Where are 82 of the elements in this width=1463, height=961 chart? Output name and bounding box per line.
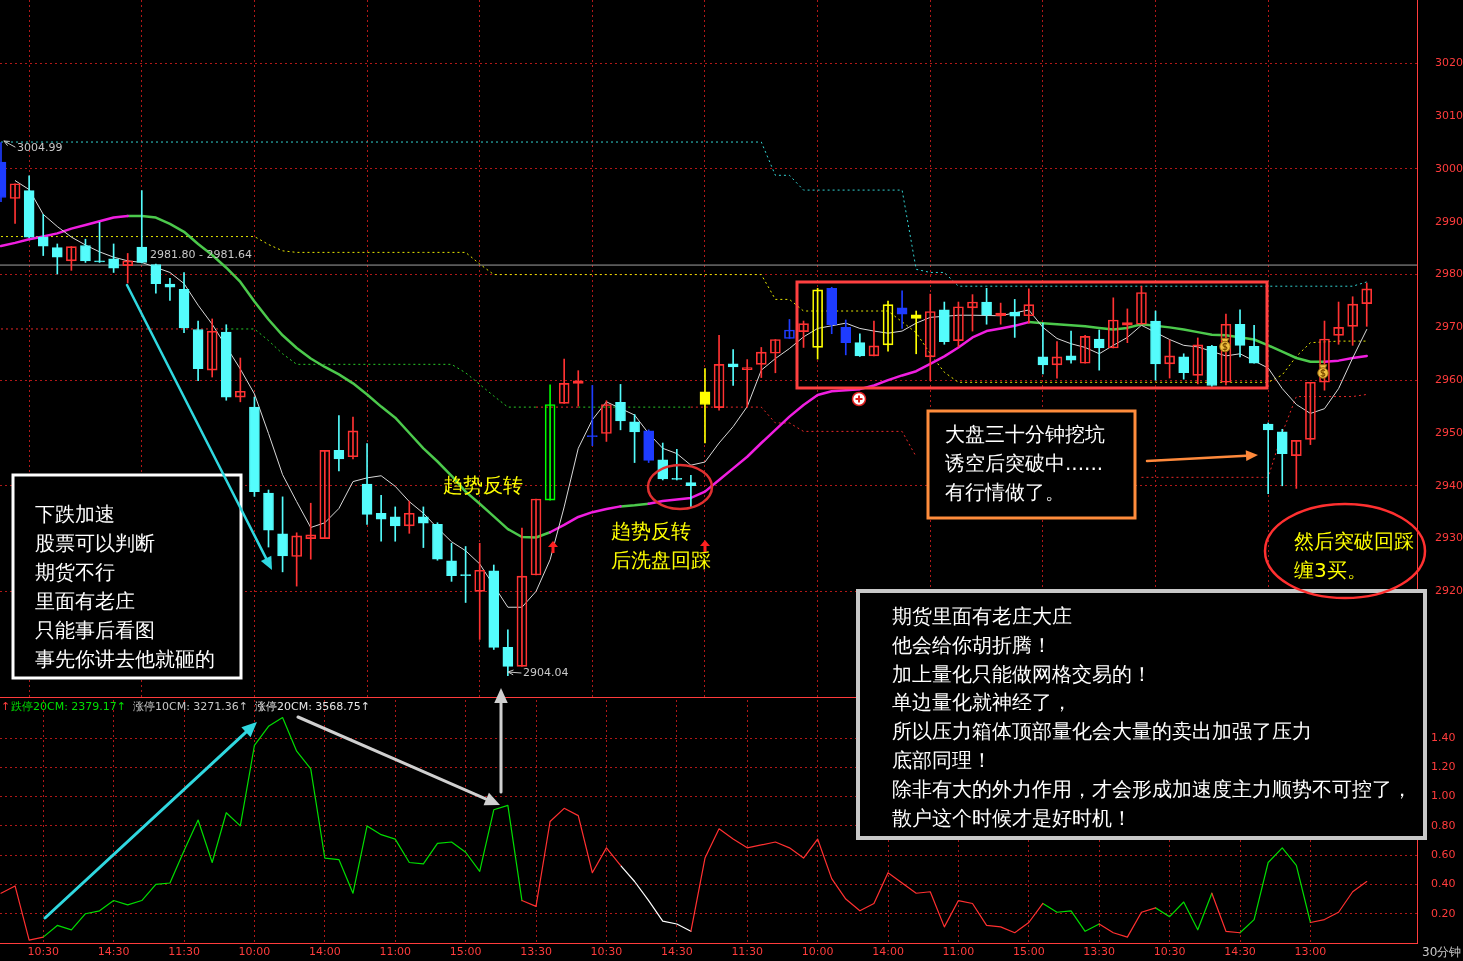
y-tick-label: 1.00 xyxy=(1431,789,1456,803)
candlestick xyxy=(333,415,345,472)
x-tick-label: 15:00 xyxy=(1012,945,1045,959)
x-tick-label: 11:30 xyxy=(731,945,764,959)
x-tick-label: 10:30 xyxy=(1153,945,1186,959)
x-tick-label: 14:00 xyxy=(308,945,341,959)
annotation: 3004.99 xyxy=(17,141,63,154)
x-tick-label: 11:00 xyxy=(379,945,412,959)
annotation: 散户这个时候才是好时机！ xyxy=(892,804,1132,832)
x-tick-label: 11:30 xyxy=(168,945,200,959)
annotation: 所以压力箱体顶部量化会大量的卖出加强了压力 xyxy=(892,718,1312,746)
annotation: 加上量化只能做网格交易的！ xyxy=(892,660,1152,688)
y-tick-label: 2980 xyxy=(1435,267,1463,281)
x-tick-label: 10:30 xyxy=(27,945,60,959)
annotation: ↑ xyxy=(1,700,11,714)
y-tick-label: 2950 xyxy=(1435,425,1463,439)
annotation: 涨停10CM: 3271.36↑ xyxy=(133,700,249,714)
line-series xyxy=(0,236,1368,383)
candlestick xyxy=(727,349,739,386)
candlestick xyxy=(530,498,542,576)
y-tick-label: 0.40 xyxy=(1431,877,1456,891)
annotation: 底部同理！ xyxy=(892,747,992,774)
y-tick-label: 3020 xyxy=(1435,56,1463,70)
candlestick xyxy=(37,214,49,256)
candlestick xyxy=(1093,329,1105,371)
y-tick-label: 3000 xyxy=(1435,161,1463,175)
annotation: 跌停20CM: 2379.17↑ xyxy=(11,700,127,714)
annotation: 2904.04 xyxy=(523,666,569,679)
annotation: 缠3买。 xyxy=(1294,557,1367,584)
annotation: 事先你讲去他就砸的 xyxy=(35,646,215,673)
y-tick-label: 0.80 xyxy=(1431,818,1456,832)
x-tick-label: 10:30 xyxy=(590,945,623,959)
annotation: 后洗盘回踩 xyxy=(611,547,711,574)
candlestick xyxy=(685,474,697,508)
candlestick xyxy=(1009,299,1021,338)
annotation: 诱空后突破中...... xyxy=(945,450,1104,477)
x-tick-label: 14:30 xyxy=(1224,945,1256,959)
candlestick xyxy=(699,368,711,444)
candlestick xyxy=(1262,422,1274,495)
annotation: 他会给你胡折腾！ xyxy=(892,631,1052,659)
y-tick-label: 2920 xyxy=(1435,584,1463,598)
annotation: 趋势反转 xyxy=(611,518,691,545)
annotation: 只能事后看图 xyxy=(35,617,155,644)
y-tick-label: 2960 xyxy=(1435,373,1463,387)
annotation: 里面有老庄 xyxy=(35,588,135,615)
candlestick xyxy=(319,450,331,539)
y-tick-label: 2940 xyxy=(1435,478,1463,492)
line-series xyxy=(0,141,1368,287)
x-tick-label: 14:30 xyxy=(97,945,130,959)
y-tick-label: 3010 xyxy=(1435,109,1463,123)
y-tick-label: 2970 xyxy=(1435,320,1463,334)
x-tick-label: 13:00 xyxy=(1294,945,1327,959)
candlestick xyxy=(136,190,148,264)
y-tick-label: 1.20 xyxy=(1431,760,1456,774)
x-tick-label: 14:00 xyxy=(872,945,904,959)
annotation: 除非有大的外力作用，才会形成加速度主力顺势不可控了， xyxy=(892,775,1412,803)
annotation: 期货里面有老庄大庄 xyxy=(892,603,1072,630)
x-tick-label: 13:30 xyxy=(1083,945,1116,959)
x-tick-label: 10:00 xyxy=(238,945,271,959)
x-tick-label: 14:30 xyxy=(660,945,693,959)
y-tick-label: 2990 xyxy=(1435,214,1463,228)
y-tick-label: 0.60 xyxy=(1431,848,1456,862)
candlestick xyxy=(910,310,922,355)
candlestick xyxy=(896,290,908,329)
annotation: 单边量化就神经了， xyxy=(892,689,1072,717)
y-tick-label: 2930 xyxy=(1435,531,1463,545)
x-tick-label: 11:00 xyxy=(942,945,975,959)
annotation: 然后突破回踩 xyxy=(1294,528,1414,555)
annotation: 大盘三十分钟挖坑 xyxy=(945,421,1105,448)
annotation: 期货不行 xyxy=(35,559,115,586)
text: 30分钟 xyxy=(1422,945,1462,959)
annotation: 涨停20CM: 3568.75↑ xyxy=(255,700,371,714)
x-tick-label: 13:30 xyxy=(520,945,552,959)
y-tick-label: 0.20 xyxy=(1431,906,1456,920)
candlestick xyxy=(164,277,176,301)
x-tick-label: 10:00 xyxy=(801,945,834,959)
candlestick xyxy=(389,506,401,542)
annotation: 下跌加速 xyxy=(35,501,115,528)
y-tick-label: 1.40 xyxy=(1431,730,1456,744)
annotation: 有行情做了。 xyxy=(945,479,1065,506)
x-tick-label: 15:00 xyxy=(449,945,482,959)
annotation: 股票可以判断 xyxy=(35,530,155,557)
